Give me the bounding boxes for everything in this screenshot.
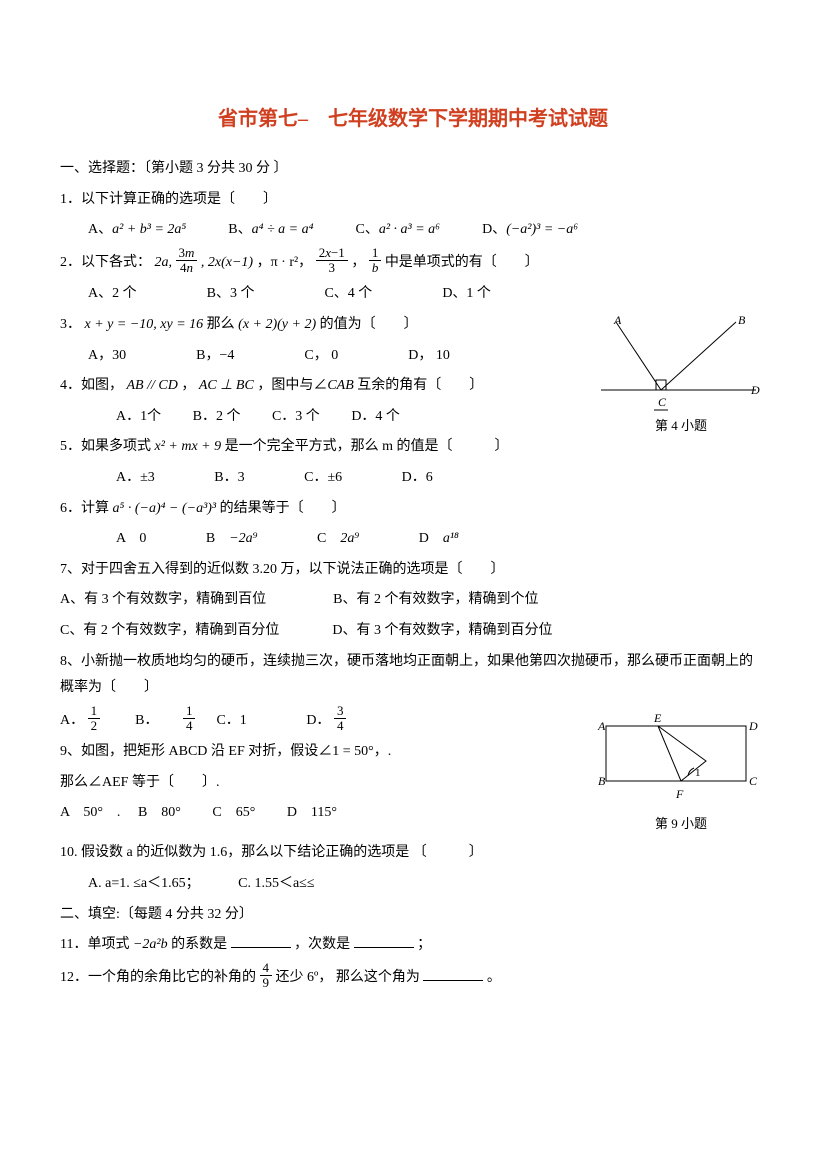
q3-choice-b: B，−4 (196, 343, 234, 370)
q2-choice-b: B、3 个 (207, 281, 255, 308)
q8-choice-b: B． 14 (135, 713, 199, 728)
q6-choice-c: C 2a⁹ (317, 531, 359, 546)
q1-choice-d: D、(−a²)³ = −a⁶ (482, 217, 578, 244)
q5-choice-d: D．6 (402, 470, 433, 485)
q11-blank-1[interactable] (231, 933, 291, 948)
q2-choice-c: C、4 个 (324, 281, 372, 308)
q2-stem: 2．以下各式： 2a, 3m4n , 2x(x−1) ，π · r²， 2x−1… (60, 248, 766, 278)
q10-choices: A. a=1. ≤a＜1.65； C. 1.55＜a≤≤ (60, 871, 766, 898)
q4-choice-d: D．4 个 (351, 409, 400, 424)
q6-choice-b: B −2a⁹ (206, 531, 258, 546)
q8-stem: 8、小新抛一枚质地均匀的硬币，连续抛三次，硬币落地均正面朝上，如果他第四次抛硬币… (60, 649, 766, 702)
q1-choice-c: C、a² · a³ = a⁶ (356, 217, 441, 244)
q8-choice-a: A． 12 (60, 713, 104, 728)
q7-choice-a: A、有 3 个有效数字，精确到百位 (60, 592, 266, 607)
q1-choice-b: B、a⁴ ÷ a = a⁴ (228, 217, 313, 244)
q3-choice-a: A，30 (88, 343, 126, 370)
q7-row1: A、有 3 个有效数字，精确到百位 B、有 2 个有效数字，精确到个位 (60, 587, 766, 614)
q9-choices: A 50° . B 80° C 65° D 115° (60, 800, 766, 827)
q5-choice-a: A．±3 (116, 470, 155, 485)
q5-stem: 5．如果多项式 x² + mx + 9 是一个完全平方式，那么 m 的值是〔 〕 (60, 434, 766, 461)
q3-choices: A，30 B，−4 C， 0 D， 10 (60, 343, 586, 370)
q9-stem: 9、如图，把矩形 ABCD 沿 EF 对折，假设∠1 = 50°，. (60, 739, 766, 766)
q2-choice-d: D、1 个 (442, 281, 491, 308)
q7-choice-c: C、有 2 个有效数字，精确到百分位 (60, 623, 279, 638)
section-2-header: 二、填空:〔每题 4 分共 32 分〕 (60, 902, 766, 929)
q4-choice-c: C．3 个 (272, 409, 320, 424)
q11: 11．单项式 −2a²b 的系数是 ，次数是 ； (60, 932, 766, 959)
q1-stem: 1．以下计算正确的选项是〔 〕 (60, 187, 766, 214)
q12: 12．一个角的余角比它的补角的 49 还少 6º， 那么这个角为 。 (60, 963, 766, 993)
page-title: 省市第七– 七年级数学下学期期中考试试题 (60, 100, 766, 138)
q7-row2: C、有 2 个有效数字，精确到百分位 D、有 3 个有效数字，精确到百分位 (60, 618, 766, 645)
q6-choice-a: A 0 (116, 531, 146, 546)
q10-choice-a: A. a=1. ≤a＜1.65； (88, 876, 193, 891)
q7-choice-b: B、有 2 个有效数字，精确到个位 (333, 592, 538, 607)
q6-choice-d: D a¹⁸ (419, 531, 459, 546)
q8-choice-d: D． 34 (306, 713, 346, 728)
q8-choices: A． 12 B． 14 C．1 D． 34 (60, 706, 766, 736)
q9-stem2: 那么∠AEF 等于〔 〕. (60, 770, 766, 797)
q6-choices: A 0 B −2a⁹ C 2a⁹ D a¹⁸ (60, 526, 766, 553)
q2-choice-a: A、2 个 (88, 281, 137, 308)
q3-choice-d: D， 10 (408, 343, 450, 370)
q4-choice-a: A．1个 (116, 409, 161, 424)
q2-choices: A、2 个 B、3 个 C、4 个 D、1 个 (60, 281, 766, 308)
q6-stem: 6．计算 a⁵ · (−a)⁴ − (−a³)³ 的结果等于〔 〕 (60, 496, 766, 523)
q7-stem: 7、对于四舍五入得到的近似数 3.20 万，以下说法正确的选项是〔 〕 (60, 557, 766, 584)
q9-choice-c: C 65° (212, 805, 255, 820)
q7-choice-d: D、有 3 个有效数字，精确到百分位 (332, 623, 552, 638)
q9-choice-a: A 50° (60, 805, 103, 820)
q5-choice-c: C．±6 (304, 470, 342, 485)
q3-stem: 3． x + y = −10, xy = 16 那么 (x + 2)(y + 2… (60, 312, 766, 339)
q4-choice-b: B．2 个 (193, 409, 241, 424)
q9-choice-b: B 80° (138, 805, 181, 820)
q1-choice-a: A、a² + b³ = 2a⁵ (88, 217, 186, 244)
section-1-header: 一、选择题：〔第小题 3 分共 30 分 〕 (60, 156, 766, 183)
q11-blank-2[interactable] (354, 933, 414, 948)
q10-choice-c: C. 1.55＜a≤≤ (238, 876, 314, 891)
q4-stem: 4．如图， AB // CD ， AC ⊥ BC ，图中与∠CAB 互余的角有〔… (60, 373, 766, 400)
q5-choices: A．±3 B．3 C．±6 D．6 (60, 465, 766, 492)
q5-choice-b: B．3 (214, 470, 244, 485)
q12-blank[interactable] (423, 966, 483, 981)
q3-choice-c: C， 0 (304, 343, 338, 370)
q8-choice-c: C．1 (216, 713, 246, 728)
q1-choices: A、a² + b³ = 2a⁵ B、a⁴ ÷ a = a⁴ C、a² · a³ … (60, 217, 766, 244)
q10-stem: 10. 假设数 a 的近似数为 1.6，那么以下结论正确的选项是 〔 〕 (60, 840, 766, 867)
q9-choice-d: D 115° (287, 805, 337, 820)
